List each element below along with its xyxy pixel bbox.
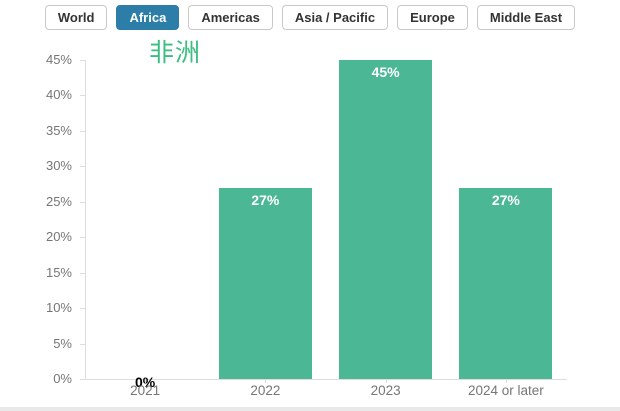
y-axis-tick xyxy=(80,166,85,168)
y-axis-tick xyxy=(80,379,85,380)
bar-value-label: 27% xyxy=(251,191,280,208)
y-axis-tick xyxy=(80,308,85,310)
y-axis-tick xyxy=(80,201,85,203)
y-axis-label-25: 25% xyxy=(45,193,72,209)
tab-africa[interactable]: Africa xyxy=(116,5,180,30)
y-axis-label-30: 30% xyxy=(45,158,72,174)
y-axis-label-5: 5% xyxy=(53,335,72,351)
y-axis-label-40: 40% xyxy=(45,87,72,103)
x-axis-tick xyxy=(145,379,147,383)
chart-title: 非洲 xyxy=(149,39,202,67)
tab-middle-east[interactable]: Middle East xyxy=(476,5,576,30)
y-axis-tick xyxy=(80,272,85,274)
region-tabs: World Africa Americas Asia / Pacific Europe M… xyxy=(0,5,620,30)
y-axis-label-35: 35% xyxy=(45,122,72,138)
x-axis-label-2024-or-later: 2024 or later xyxy=(467,383,544,398)
plot-area xyxy=(85,60,567,380)
tab-world[interactable]: World xyxy=(44,5,108,30)
tab-americas[interactable]: Americas xyxy=(188,5,273,30)
x-axis-tick xyxy=(505,379,507,383)
y-axis-tick xyxy=(80,95,85,97)
x-axis-tick xyxy=(385,379,387,383)
x-axis-label-2021: 2021 xyxy=(130,383,161,398)
y-axis-label-15: 15% xyxy=(45,264,72,280)
x-axis-label-2023: 2023 xyxy=(370,383,401,398)
bar-2022[interactable] xyxy=(218,187,312,379)
x-axis-label-2022: 2022 xyxy=(250,383,281,398)
y-axis-label-0: 0% xyxy=(53,371,72,386)
bar-2024-or-later[interactable] xyxy=(459,187,553,379)
y-axis-label-20: 20% xyxy=(45,229,72,245)
footer-strip xyxy=(0,407,620,411)
y-axis-tick xyxy=(80,237,85,239)
bar-value-label: 27% xyxy=(491,191,520,208)
y-axis-tick xyxy=(80,343,85,345)
bar-value-label: 45% xyxy=(371,64,400,80)
y-axis-tick xyxy=(80,130,85,132)
bar-value-label: 0% xyxy=(115,375,175,390)
y-axis-label-10: 10% xyxy=(45,300,72,316)
y-axis-label-45: 45% xyxy=(45,52,72,67)
x-axis-tick xyxy=(265,379,267,383)
bar-2023[interactable] xyxy=(339,60,433,379)
tab-europe[interactable]: Europe xyxy=(397,5,468,30)
y-axis-tick xyxy=(80,60,85,61)
tab-asia-pacific[interactable]: Asia / Pacific xyxy=(281,5,389,30)
